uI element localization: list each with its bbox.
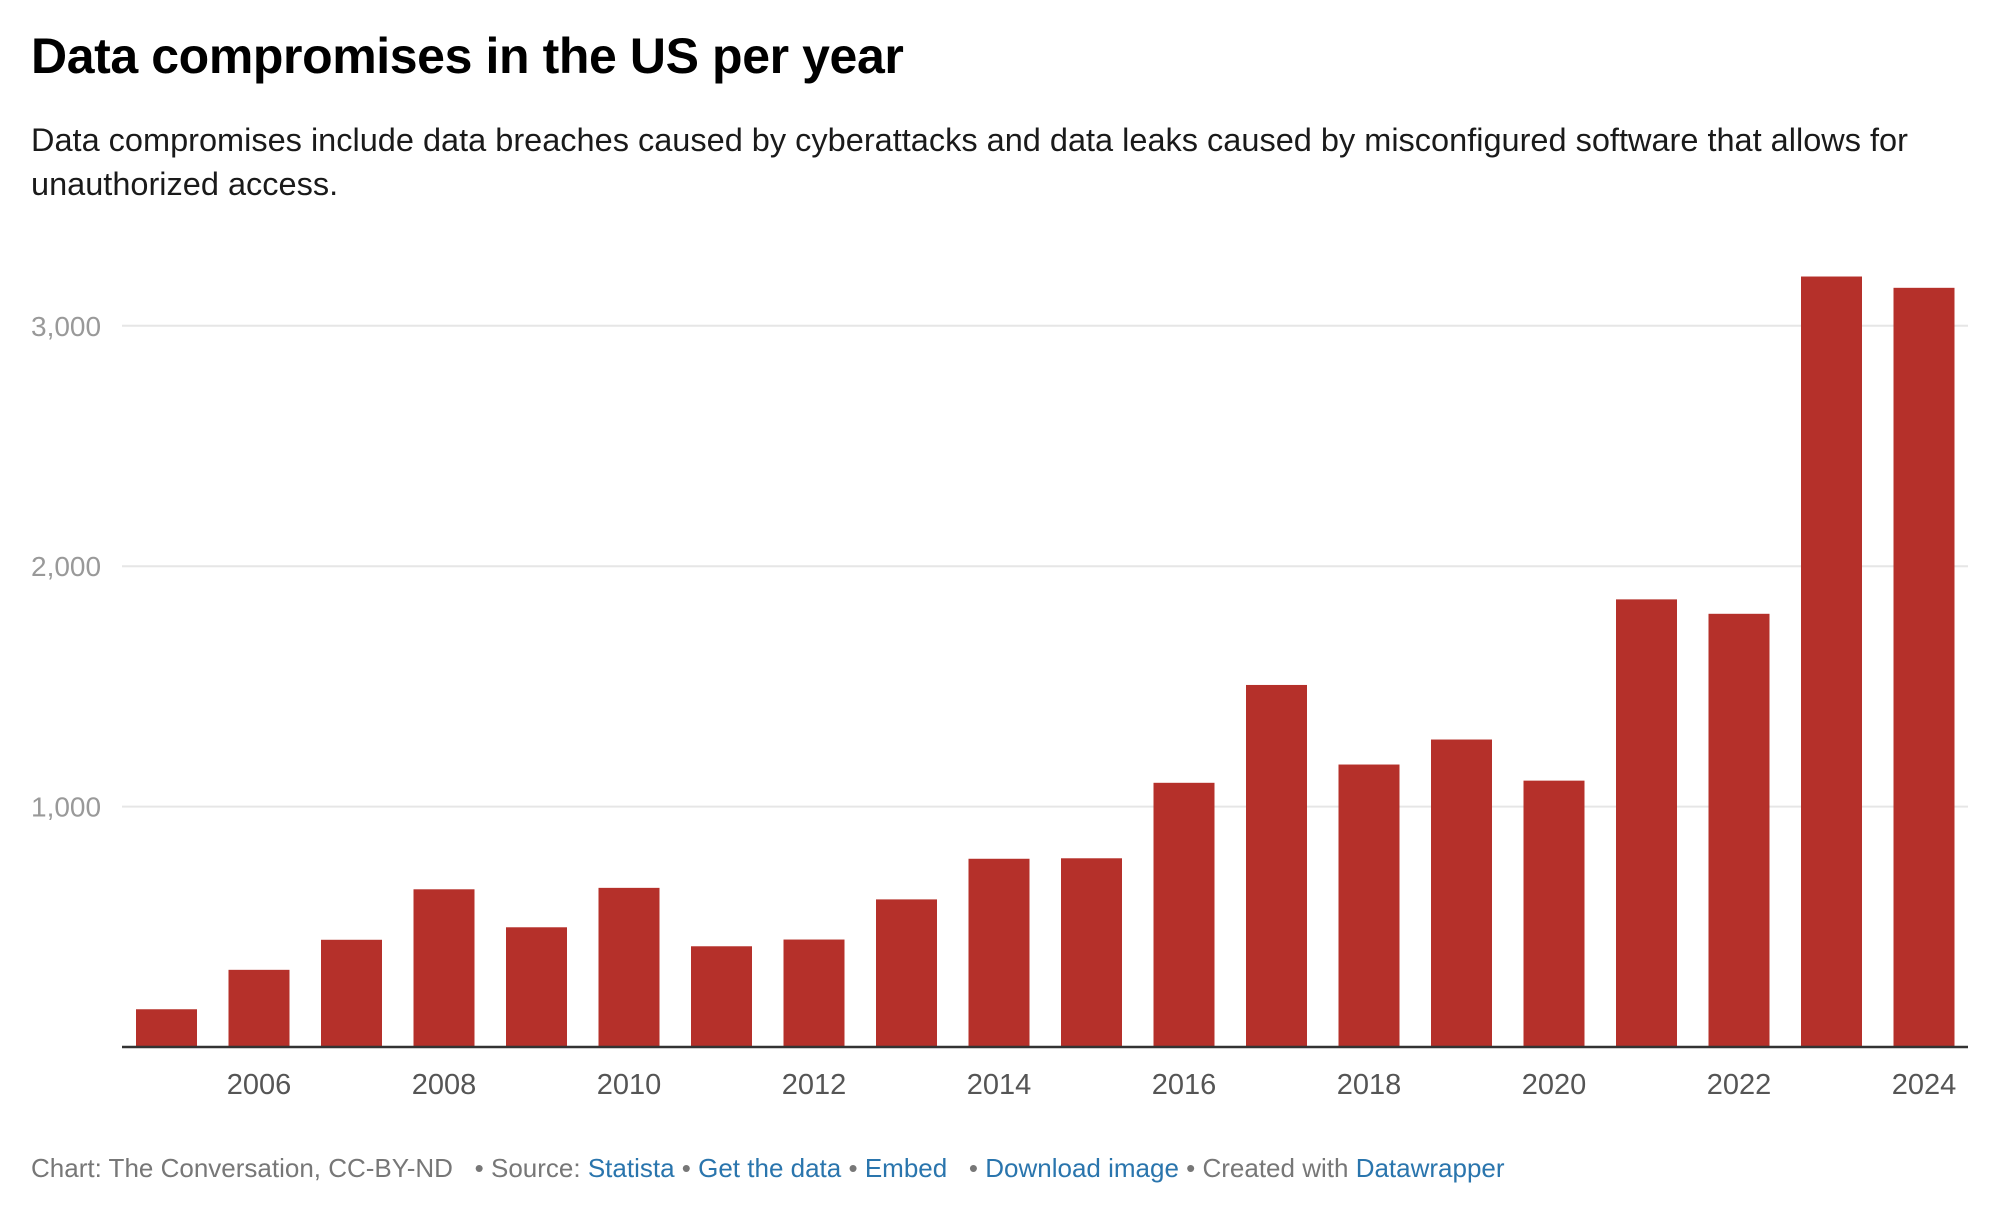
created-with-prefix: • Created with bbox=[1186, 1153, 1349, 1183]
get-the-data-link[interactable]: Get the data bbox=[698, 1153, 842, 1183]
x-tick-label: 2022 bbox=[1707, 1069, 1772, 1101]
chart-credit: Chart: The Conversation, CC-BY-ND bbox=[31, 1153, 453, 1183]
x-tick-label: 2018 bbox=[1337, 1069, 1402, 1101]
bar-2014 bbox=[968, 858, 1030, 1047]
source-link[interactable]: Statista bbox=[587, 1153, 675, 1183]
bar-2010 bbox=[598, 887, 660, 1047]
chart-footer: Chart: The Conversation, CC-BY-ND • Sour… bbox=[31, 1153, 1505, 1184]
bar-2015 bbox=[1061, 858, 1122, 1047]
bar-2012 bbox=[783, 939, 845, 1047]
separator: • bbox=[968, 1153, 979, 1183]
source-prefix: • Source: bbox=[474, 1153, 581, 1183]
x-tick-label: 2014 bbox=[967, 1069, 1032, 1101]
bar-2021 bbox=[1616, 599, 1677, 1047]
download-image-link[interactable]: Download image bbox=[985, 1153, 1179, 1183]
bar-2005 bbox=[136, 1009, 197, 1047]
embed-link[interactable]: Embed bbox=[864, 1153, 948, 1183]
x-tick-label: 2012 bbox=[782, 1069, 847, 1101]
bar-2006 bbox=[228, 969, 290, 1047]
bar-2020 bbox=[1523, 780, 1585, 1047]
bar-2008 bbox=[413, 889, 475, 1047]
y-tick-label: 1,000 bbox=[31, 792, 101, 823]
separator: • bbox=[848, 1153, 858, 1183]
separator: • bbox=[681, 1153, 691, 1183]
bar-2018 bbox=[1338, 764, 1400, 1047]
bar-2017 bbox=[1246, 684, 1307, 1047]
bar-2013 bbox=[876, 899, 937, 1047]
bar-2024 bbox=[1893, 287, 1955, 1048]
bar-2009 bbox=[506, 927, 567, 1047]
y-tick-label: 3,000 bbox=[31, 311, 101, 342]
bar-2011 bbox=[691, 946, 752, 1047]
datawrapper-link[interactable]: Datawrapper bbox=[1355, 1153, 1505, 1183]
bar-2022 bbox=[1708, 613, 1770, 1047]
bar-2016 bbox=[1153, 782, 1215, 1047]
chart-title: Data compromises in the US per year bbox=[31, 28, 904, 84]
x-tick-label: 2010 bbox=[597, 1069, 662, 1101]
chart-subtitle: Data compromises include data breaches c… bbox=[31, 122, 1908, 202]
x-tick-label: 2024 bbox=[1892, 1069, 1957, 1101]
bar-2023 bbox=[1801, 276, 1862, 1047]
x-tick-label: 2008 bbox=[412, 1069, 477, 1101]
x-tick-label: 2016 bbox=[1152, 1069, 1217, 1101]
bar-2019 bbox=[1431, 739, 1492, 1047]
x-tick-label: 2006 bbox=[227, 1069, 292, 1101]
bar-2007 bbox=[321, 939, 382, 1047]
x-tick-label: 2020 bbox=[1522, 1069, 1587, 1101]
y-tick-label: 2,000 bbox=[31, 551, 101, 582]
